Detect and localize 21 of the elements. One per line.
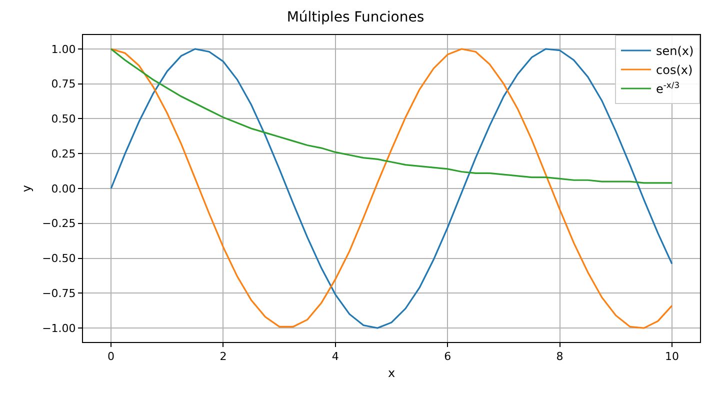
legend-label: sen(x) (656, 44, 694, 58)
x-tick-label: 2 (220, 350, 227, 364)
x-tick-label: 10 (664, 350, 679, 364)
y-tick-label: −0.50 (42, 252, 76, 266)
y-tick-label: 0.75 (51, 78, 76, 91)
chart-title: Múltiples Funciones (286, 10, 424, 26)
y-tick-label: −1.00 (42, 322, 76, 335)
legend-label: e$^{-x/3}$ (656, 80, 680, 96)
x-tick-label: 4 (332, 350, 339, 364)
x-tick-label: 0 (108, 350, 115, 364)
x-tick-label: 6 (444, 350, 452, 364)
y-axis-title: y (19, 184, 34, 192)
y-tick-label: −0.75 (42, 287, 76, 300)
y-tick-label: −0.25 (42, 217, 76, 230)
x-axis-title: x (388, 366, 396, 380)
y-tick-label: 0.50 (51, 112, 76, 126)
x-tick-label: 8 (556, 350, 564, 364)
y-tick-label: 1.00 (51, 42, 76, 56)
y-tick-label: 0.00 (51, 182, 76, 196)
legend-label: cos(x) (656, 63, 693, 78)
y-tick-label: 0.25 (51, 147, 76, 160)
